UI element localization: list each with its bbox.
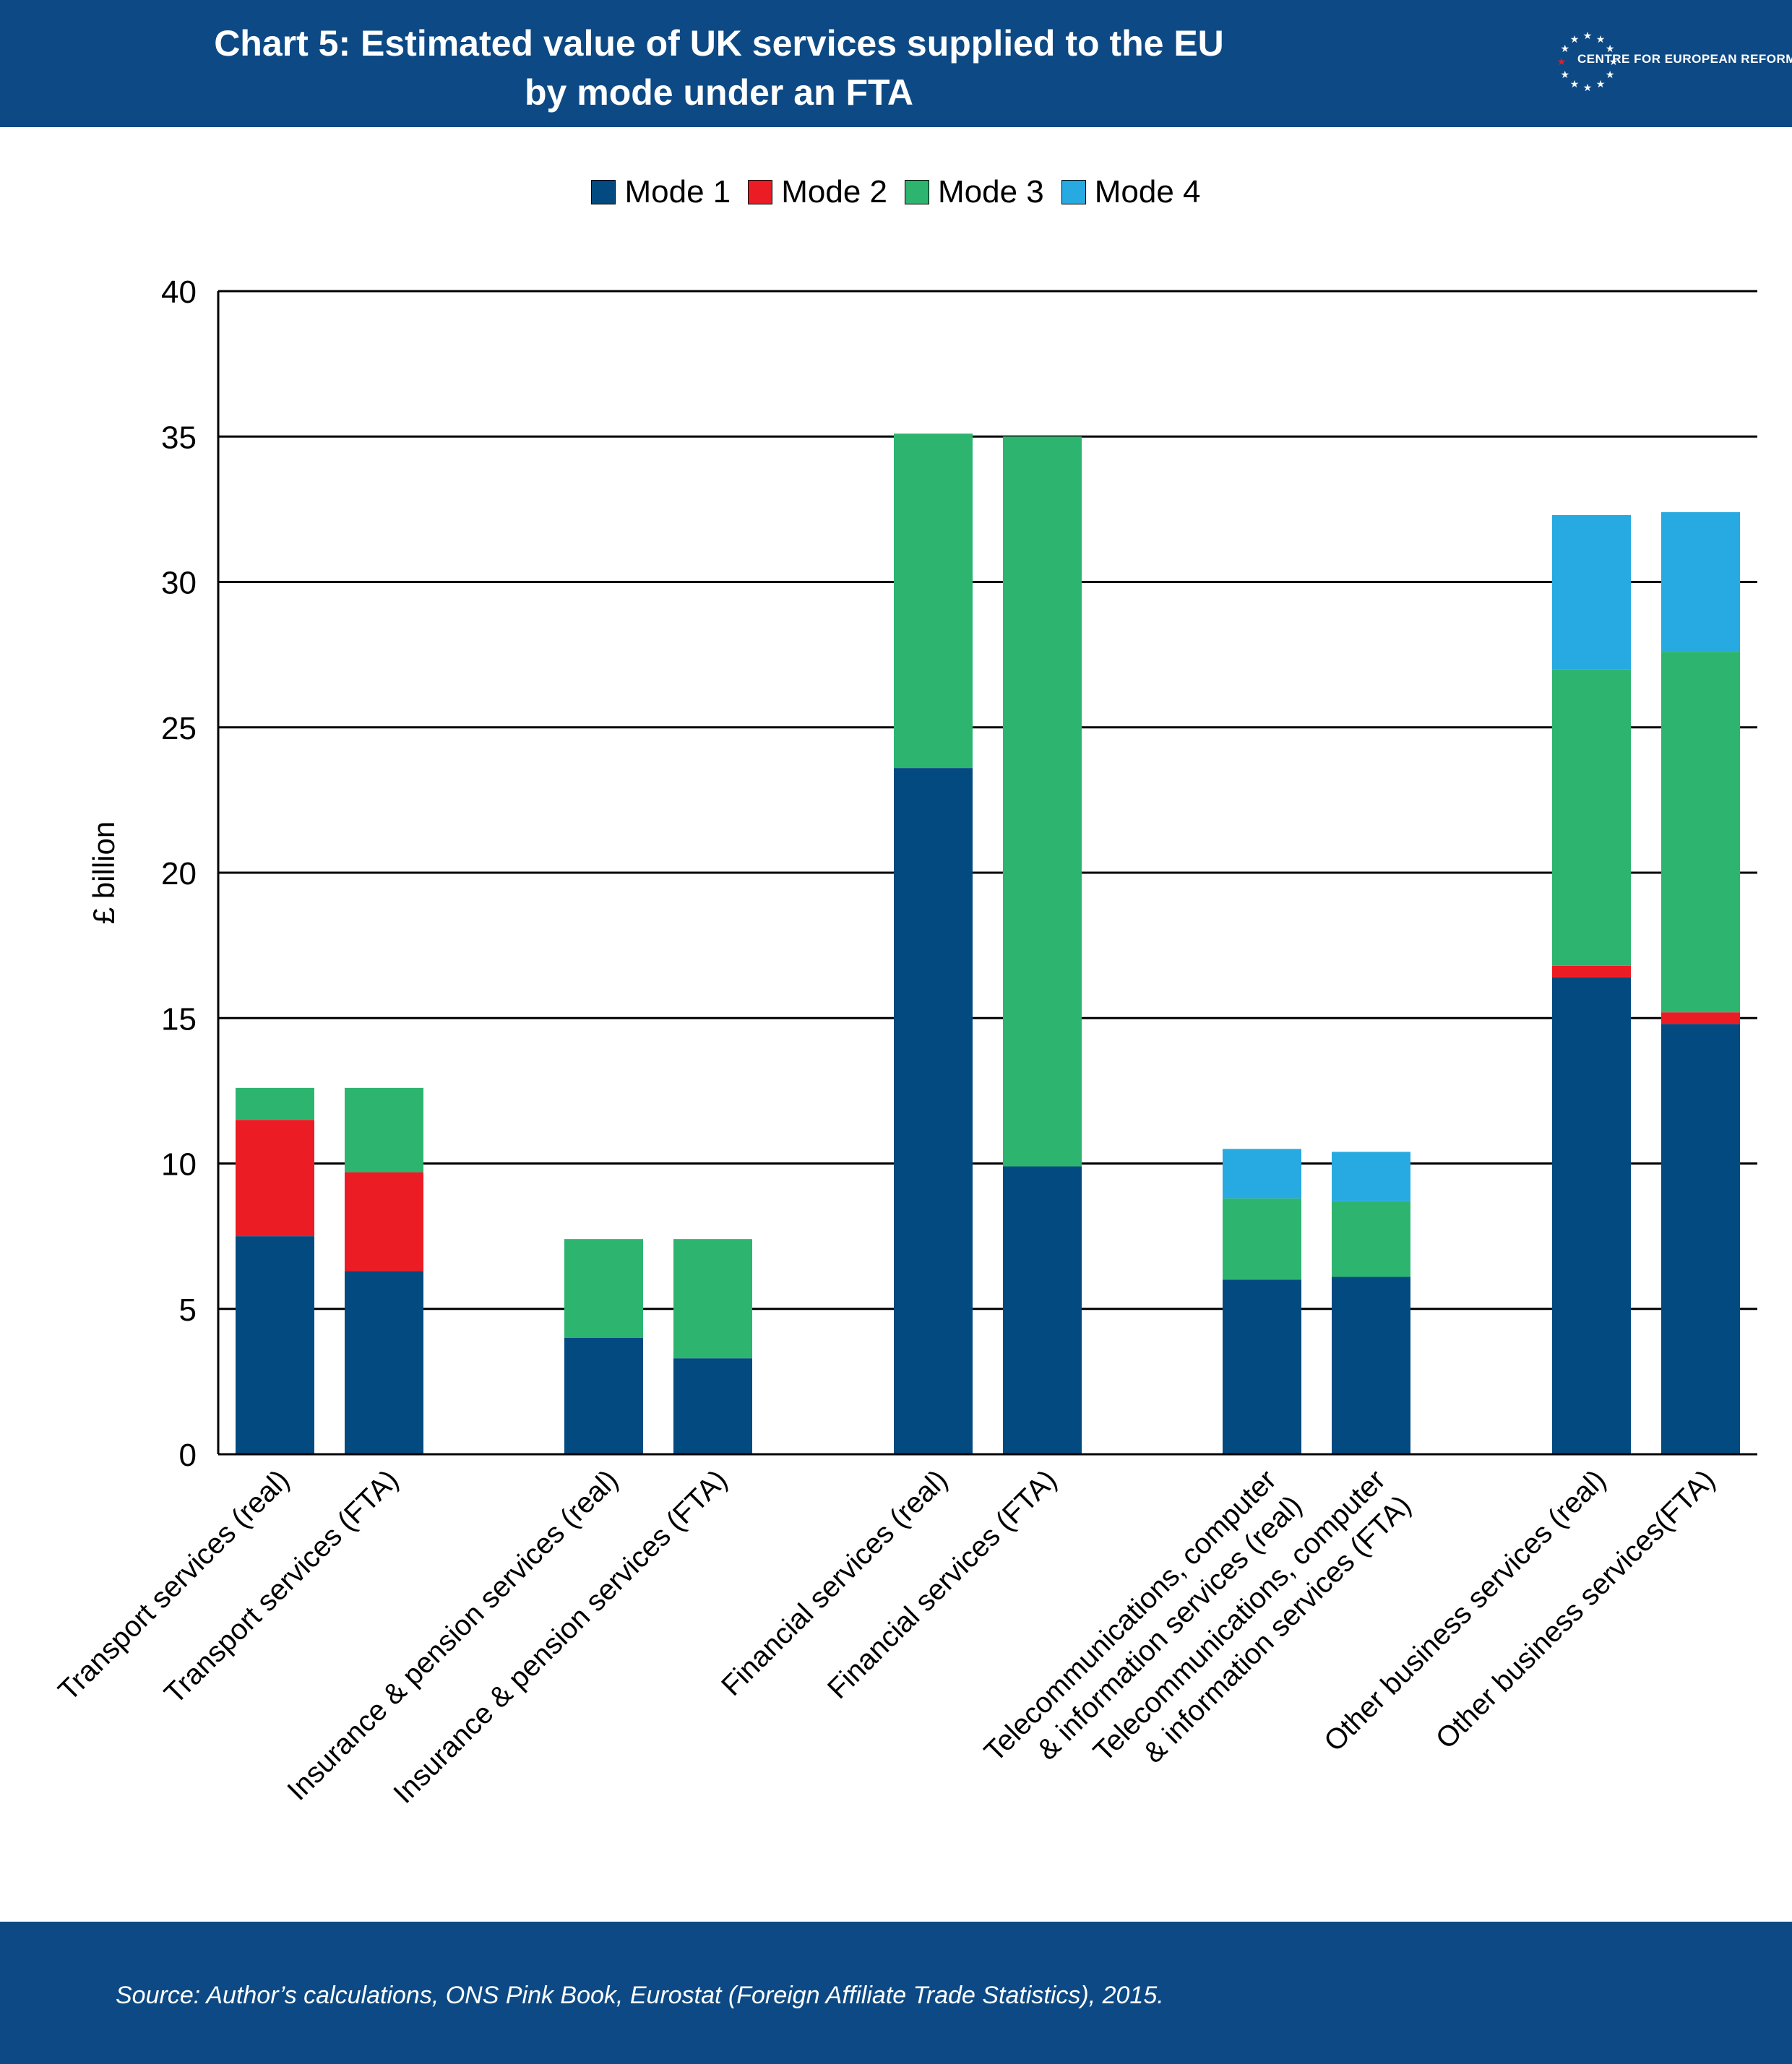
legend-label: Mode 3 <box>938 174 1044 210</box>
bar-segment-mode-3 <box>1223 1198 1301 1280</box>
y-tick-label: 20 <box>161 856 197 891</box>
y-tick-label: 10 <box>161 1147 197 1183</box>
legend-label: Mode 2 <box>781 174 887 210</box>
y-tick-label: 5 <box>179 1292 197 1328</box>
chart-header: Chart 5: Estimated value of UK services … <box>0 0 1792 127</box>
bar-segment-mode-3 <box>1661 652 1740 1013</box>
stacked-bar-chart: 0 5 10 15 20 25 30 35 40 £ billion Transport servi… <box>52 275 1757 1810</box>
logo-star-icon: ★ <box>1596 33 1606 45</box>
y-tick-label: 15 <box>161 1001 197 1037</box>
chart-legend: Mode 1 Mode 2 Mode 3 Mode 4 <box>0 170 1792 214</box>
cer-logo-stars-icon: ★ ★★★★★★★★★★★ <box>1557 30 1619 93</box>
bar-segment-mode-1 <box>1332 1277 1410 1454</box>
logo-star-icon: ★ <box>1583 30 1593 41</box>
bar-segment-mode-1 <box>1552 977 1631 1454</box>
logo-star-icon: ★ <box>1561 43 1570 54</box>
y-tick-label: 30 <box>161 566 197 601</box>
chart-title-line-1: Chart 5: Estimated value of UK services … <box>214 23 1224 64</box>
bar-segment-mode-2 <box>236 1120 314 1237</box>
bar-segment-mode-2 <box>1552 965 1631 977</box>
bar-segment-mode-1 <box>673 1358 752 1454</box>
y-tick-label: 25 <box>161 711 197 746</box>
logo-star-icon: ★ <box>1561 69 1570 80</box>
legend-item-mode-2: Mode 2 <box>748 174 887 210</box>
bar-segment-mode-1 <box>894 768 973 1454</box>
bar-segment-mode-1 <box>1003 1166 1082 1454</box>
bar-segment-mode-1 <box>564 1338 643 1454</box>
x-category-label: Financial services (real) <box>715 1464 954 1702</box>
x-category-label-line: Financial services (FTA) <box>822 1464 1063 1705</box>
bar-segment-mode-1 <box>1223 1279 1301 1454</box>
x-category-label: Financial services (FTA) <box>822 1464 1063 1705</box>
bar-segment-mode-3 <box>1332 1201 1410 1277</box>
bar-segment-mode-3 <box>345 1087 423 1173</box>
bar-segment-mode-3 <box>894 433 973 769</box>
bar-segment-mode-3 <box>1552 669 1631 966</box>
logo-star-icon: ★ <box>1557 56 1566 67</box>
y-tick-label: 40 <box>161 275 197 310</box>
legend-swatch <box>748 180 773 204</box>
bar-segment-mode-4 <box>1552 514 1631 670</box>
bar-segment-mode-3 <box>673 1239 752 1359</box>
legend-swatch <box>905 180 929 204</box>
bar-segment-mode-1 <box>345 1271 423 1454</box>
x-category-label-line: Transport services (FTA) <box>158 1464 405 1710</box>
y-axis-label: £ billion <box>87 821 121 924</box>
x-category-label: Transport services (real) <box>52 1464 296 1707</box>
legend-label: Mode 1 <box>624 174 731 210</box>
logo-star-icon: ★ <box>1609 56 1619 67</box>
bar-segment-mode-3 <box>564 1239 643 1338</box>
y-tick-label: 0 <box>179 1438 197 1473</box>
chart-footer <box>0 1922 1792 2064</box>
source-note: Source: Author’s calculations, ONS Pink … <box>116 1982 1164 2009</box>
logo-star-icon: ★ <box>1606 69 1615 80</box>
legend-swatch <box>591 180 616 204</box>
logo-star-icon: ★ <box>1570 78 1580 90</box>
y-tick-label: 35 <box>161 420 197 455</box>
bar-segment-mode-4 <box>1332 1152 1410 1201</box>
x-category-label-line: Financial services (real) <box>715 1464 954 1702</box>
bar-segment-mode-1 <box>1661 1024 1740 1454</box>
bar-segment-mode-4 <box>1661 511 1740 652</box>
logo-star-icon: ★ <box>1596 78 1606 90</box>
logo-star-icon: ★ <box>1583 82 1593 93</box>
legend-label: Mode 4 <box>1094 174 1201 210</box>
bar-segment-mode-2 <box>345 1172 423 1271</box>
x-category-label: Transport services (FTA) <box>158 1464 405 1710</box>
cer-logo-text: CENTRE FOR EUROPEAN REFORM <box>1577 52 1792 66</box>
legend-swatch <box>1061 180 1086 204</box>
logo-star-icon: ★ <box>1570 33 1580 45</box>
legend-item-mode-1: Mode 1 <box>591 174 731 210</box>
bar-segment-mode-3 <box>1003 436 1082 1167</box>
bar-segment-mode-2 <box>1661 1012 1740 1024</box>
legend-item-mode-4: Mode 4 <box>1061 174 1201 210</box>
bar-segment-mode-1 <box>236 1236 314 1454</box>
bar-segment-mode-3 <box>236 1087 314 1120</box>
legend-item-mode-3: Mode 3 <box>905 174 1044 210</box>
x-category-label-line: Transport services (real) <box>52 1464 296 1707</box>
bar-segment-mode-4 <box>1223 1149 1301 1199</box>
chart-title-line-2: by mode under an FTA <box>525 72 913 113</box>
logo-star-icon: ★ <box>1606 43 1615 54</box>
